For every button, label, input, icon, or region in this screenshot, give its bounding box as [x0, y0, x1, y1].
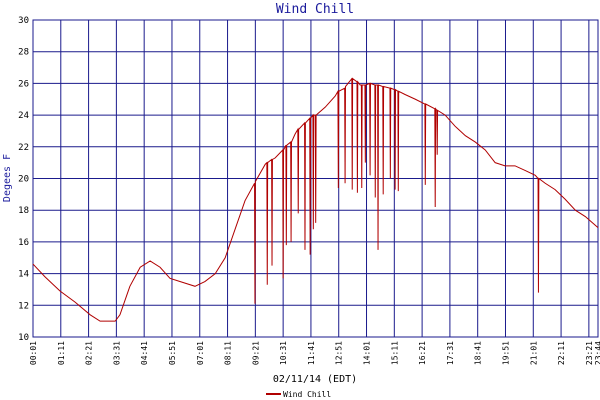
x-tick-label: 19:51 — [501, 341, 510, 365]
y-tick-label: 24 — [18, 111, 29, 121]
x-tick-label: 23:21 — [585, 341, 594, 365]
y-tick-label: 30 — [18, 16, 29, 26]
data-line — [32, 77, 599, 322]
y-tick-label: 26 — [18, 79, 29, 89]
x-tick-label: 17:31 — [446, 341, 455, 365]
x-tick-label: 12:51 — [335, 341, 344, 365]
x-tick-label: 07:01 — [196, 341, 205, 365]
x-tick-label: 16:21 — [418, 341, 427, 365]
x-tick-label: 00:01 — [29, 341, 38, 365]
chart-title: Wind Chill — [276, 2, 354, 17]
x-tick-label: 15:11 — [390, 341, 399, 365]
x-tick-label: 11:41 — [307, 341, 316, 365]
x-tick-label: 21:01 — [529, 341, 538, 365]
y-tick-label: 20 — [18, 175, 29, 185]
x-tick-label: 08:11 — [224, 341, 233, 365]
x-tick-label: 18:41 — [474, 341, 483, 365]
plot-border — [32, 19, 599, 338]
y-tick-label: 16 — [18, 238, 29, 248]
x-tick-label: 09:21 — [251, 341, 260, 365]
y-tick-label: 28 — [18, 48, 29, 58]
x-tick-label: 23:44 — [594, 341, 600, 365]
y-tick-label: 22 — [18, 143, 29, 153]
x-tick-label: 03:31 — [112, 341, 121, 365]
x-tick-label: 22:11 — [557, 341, 566, 365]
x-tick-label: 10:31 — [279, 341, 288, 365]
x-tick-label: 14:01 — [363, 341, 372, 365]
y-tick-label: 10 — [18, 333, 29, 343]
x-tick-label: 04:41 — [140, 341, 149, 365]
x-tick-label: 02:21 — [85, 341, 94, 365]
x-tick-label: 05:51 — [168, 341, 177, 365]
y-tick-label: 12 — [18, 301, 29, 311]
y-tick-label: 18 — [18, 206, 29, 216]
x-axis-label: 02/11/14 (EDT) — [273, 374, 357, 385]
legend-label: Wind Chill — [283, 390, 331, 399]
x-tick-label: 01:11 — [57, 341, 66, 365]
y-tick-label: 14 — [18, 270, 29, 280]
y-axis-label: Degees F — [2, 154, 13, 202]
